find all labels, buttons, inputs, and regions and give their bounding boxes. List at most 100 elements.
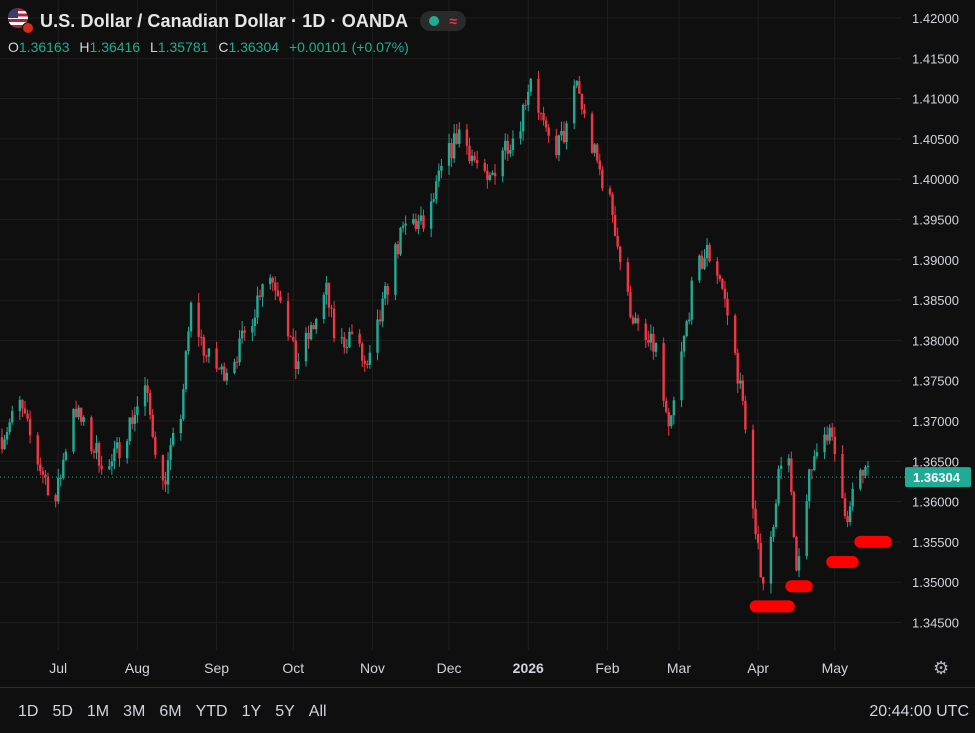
time-tick-label: Aug <box>125 660 150 676</box>
candle-body <box>350 331 354 334</box>
candle-body <box>644 323 647 341</box>
candle-body <box>447 143 451 166</box>
candle-body <box>348 331 351 348</box>
candle-body <box>422 215 425 229</box>
candle-body <box>636 318 640 324</box>
candle-body <box>670 415 673 427</box>
candle-body <box>169 445 172 461</box>
low-value: 1.35781 <box>157 39 209 55</box>
candle-body <box>417 220 420 229</box>
range-button-1m[interactable]: 1M <box>86 703 110 720</box>
candle-body <box>57 477 60 502</box>
candle-body <box>864 466 867 476</box>
low-label: L <box>150 39 158 55</box>
candle-body <box>509 149 512 154</box>
symbol-title: U.S. Dollar / Canadian Dollar · 1D · OAN… <box>40 10 409 31</box>
candle-body <box>813 456 816 470</box>
candle-body <box>243 330 246 333</box>
candle-body <box>23 408 27 414</box>
price-tick-label: 1.35000 <box>912 575 959 590</box>
range-button-1y[interactable]: 1Y <box>241 703 262 720</box>
price-tick-label: 1.41000 <box>912 92 959 107</box>
candle-body <box>26 413 29 419</box>
price-axis[interactable]: 1.42000 1.41500 1.41000 1.40500 1.40000 1.395… <box>912 11 959 631</box>
candle-body <box>475 160 479 164</box>
candle-body <box>292 336 295 341</box>
candle-body <box>537 78 540 113</box>
candle-body <box>108 466 111 470</box>
candle-body <box>202 337 206 356</box>
candle-body <box>828 427 831 441</box>
candle-body <box>304 332 308 362</box>
candle-body <box>685 321 688 337</box>
range-button-3m[interactable]: 3M <box>123 703 146 720</box>
candle-body <box>435 181 438 200</box>
candle-body <box>851 488 854 507</box>
candle-body <box>429 201 433 229</box>
range-button-5d[interactable]: 5D <box>52 703 73 720</box>
candle-body <box>343 337 346 348</box>
close-value: 1.36304 <box>228 39 280 55</box>
candle-body <box>274 282 277 291</box>
candle-body <box>256 295 259 318</box>
candle-body <box>542 113 545 121</box>
candle-body <box>598 160 601 170</box>
range-button-5y[interactable]: 5Y <box>275 703 295 720</box>
range-button-ytd[interactable]: YTD <box>195 703 228 720</box>
candle-body <box>307 332 310 340</box>
candle-body <box>64 451 68 460</box>
settings-gear-icon[interactable]: ⚙ <box>933 658 950 678</box>
status-pill[interactable]: ≈ <box>420 11 466 31</box>
candle-body <box>626 262 630 292</box>
time-tick-label: Dec <box>437 660 462 676</box>
candle-body <box>774 503 778 528</box>
change-value: +0.00101 (+0.07%) <box>288 39 409 55</box>
symbol-header[interactable]: U.S. Dollar / Canadian Dollar · 1D · OAN… <box>8 8 466 34</box>
range-button-all[interactable]: All <box>308 703 327 720</box>
high-value: 1.36416 <box>89 39 141 55</box>
candle-body <box>5 432 9 440</box>
price-tick-label: 1.37500 <box>912 374 959 389</box>
candle-body <box>90 417 93 452</box>
candle-body <box>578 80 581 94</box>
price-chart[interactable]: 1.42000 1.41500 1.41000 1.40500 1.40000 1.395… <box>0 0 975 687</box>
candle-body <box>340 337 343 339</box>
candle-body <box>654 343 658 352</box>
price-tick-label: 1.42000 <box>912 11 959 26</box>
candle-body <box>215 348 218 369</box>
candle-body <box>225 372 229 381</box>
time-tick-label: Nov <box>360 660 385 676</box>
range-button-6m[interactable]: 6M <box>159 703 182 720</box>
candle-body <box>736 352 739 384</box>
last-price-label: 1.36304 <box>913 470 961 485</box>
candle-body <box>762 577 765 584</box>
candle-body <box>363 360 366 364</box>
candle-body <box>166 460 170 485</box>
candle-body <box>322 294 326 320</box>
candle-body <box>777 468 780 504</box>
candle-body <box>733 315 737 353</box>
candle-body <box>843 498 847 517</box>
candle-body <box>18 399 22 412</box>
candle-body <box>866 465 870 467</box>
candle-body <box>376 319 379 353</box>
candle-body <box>613 215 617 236</box>
candle-body <box>261 284 264 297</box>
candle-body <box>521 104 525 132</box>
candle-body <box>217 368 221 370</box>
time-axis[interactable]: Jul Aug Sep Oct Nov Dec 2026 Feb Mar Apr May <box>49 660 848 676</box>
candle-body <box>652 333 655 352</box>
utc-clock[interactable]: 20:44:00 UTC <box>869 703 969 720</box>
ohlc-readout: O1.36163 H1.36416 L1.35781 C1.36304 +0.0… <box>8 39 415 55</box>
range-button-1d[interactable]: 1D <box>18 703 39 720</box>
candle-body <box>687 319 691 322</box>
time-tick-label: 2026 <box>513 660 544 676</box>
candle-body <box>381 298 384 322</box>
candle-body <box>805 501 808 557</box>
candle-body <box>491 172 494 176</box>
candle-body <box>680 351 683 401</box>
candle-body <box>647 340 650 343</box>
candle-body <box>36 435 39 465</box>
candle-body <box>616 235 619 247</box>
candle-body <box>795 537 798 571</box>
